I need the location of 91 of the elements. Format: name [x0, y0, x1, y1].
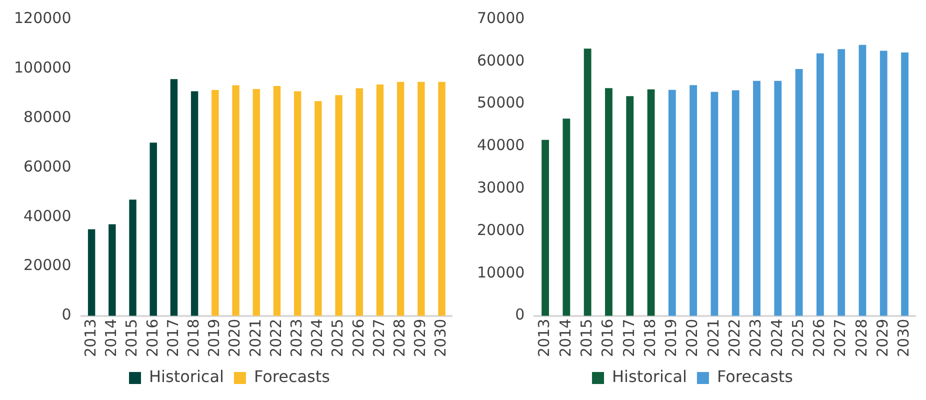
x-tick-label: 2014	[556, 318, 574, 358]
bar	[753, 80, 760, 316]
x-tick-label: 2016	[598, 318, 617, 358]
y-tick-label: 30000	[477, 178, 525, 197]
bar	[396, 82, 404, 316]
y-tick-label: 60000	[24, 157, 72, 176]
bar	[584, 48, 592, 316]
bar	[605, 88, 612, 316]
legend-label: Forecasts	[254, 367, 330, 386]
bar	[190, 91, 198, 316]
y-tick-label: 50000	[477, 94, 525, 112]
x-tick-label: 2013	[81, 318, 100, 358]
bar	[170, 79, 178, 316]
x-tick-label: 2018	[640, 318, 659, 358]
x-tick-label: 2024	[308, 318, 326, 358]
bar	[252, 89, 260, 316]
bar	[858, 44, 866, 316]
x-tick-label: 2018	[184, 318, 202, 358]
bar	[438, 82, 446, 316]
x-tick-label: 2019	[662, 318, 680, 358]
x-tick-label: 2027	[370, 318, 388, 358]
bar	[418, 82, 425, 316]
bar	[562, 118, 570, 316]
x-tick-label: 2014	[102, 318, 120, 358]
y-tick-label: 80000	[24, 108, 72, 126]
x-tick-label: 2026	[349, 318, 368, 358]
x-tick-label: 2015	[122, 318, 141, 358]
x-tick-label: 2024	[768, 318, 786, 358]
bar	[129, 200, 136, 316]
x-tick-label: 2028	[852, 318, 870, 358]
y-tick-label: 120000	[14, 8, 72, 27]
bar	[668, 90, 676, 316]
x-tick-label: 2022	[266, 318, 285, 358]
x-tick-label: 2019	[205, 318, 224, 358]
bar	[294, 91, 302, 316]
x-tick-label: 2013	[535, 318, 554, 358]
bar	[542, 140, 549, 316]
bar	[880, 50, 888, 316]
bar	[774, 80, 782, 316]
bar	[647, 89, 655, 316]
y-tick-label: 10000	[477, 263, 525, 282]
y-tick-label: 100000	[14, 58, 72, 76]
x-tick-label: 2015	[577, 318, 596, 358]
y-tick-label: 40000	[477, 136, 525, 154]
bar	[732, 90, 740, 316]
x-tick-label: 2021	[704, 318, 722, 358]
legend-label: Historical	[149, 367, 224, 386]
legend-label: Forecasts	[716, 367, 793, 386]
x-tick-label: 2030	[432, 318, 450, 358]
y-tick-label: 40000	[24, 206, 72, 225]
bar	[212, 90, 219, 316]
bar	[150, 142, 157, 316]
x-tick-label: 2017	[620, 318, 638, 358]
x-tick-label: 2029	[411, 318, 430, 358]
x-tick-label: 2026	[810, 318, 828, 358]
legend-label: Historical	[612, 367, 687, 386]
y-tick-label: 70000	[477, 8, 525, 27]
x-tick-label: 2020	[683, 318, 702, 358]
x-tick-label: 2017	[164, 318, 182, 358]
bar	[108, 224, 116, 316]
bar	[710, 92, 718, 316]
x-tick-label: 2020	[226, 318, 244, 358]
y-tick-label: 60000	[477, 51, 525, 70]
x-tick-label: 2022	[726, 318, 744, 358]
bar	[901, 52, 908, 316]
y-tick-label: 0	[62, 306, 72, 324]
x-tick-label: 2023	[746, 318, 765, 358]
x-tick-label: 2021	[246, 318, 264, 358]
bar	[838, 49, 846, 316]
bar	[690, 85, 698, 316]
bar	[626, 96, 634, 316]
y-tick-label: 20000	[477, 220, 525, 239]
bar	[273, 86, 281, 316]
x-tick-label: 2028	[390, 318, 408, 358]
x-tick-label: 2023	[287, 318, 306, 358]
x-tick-label: 2016	[143, 318, 162, 358]
bar	[314, 101, 322, 316]
x-tick-label: 2025	[788, 318, 807, 358]
bar	[356, 88, 363, 316]
bar	[232, 85, 240, 316]
bar	[88, 229, 96, 316]
y-tick-label: 0	[515, 306, 525, 324]
x-tick-label: 2027	[831, 318, 850, 358]
bar	[335, 95, 342, 316]
bar	[795, 69, 803, 316]
bar	[376, 84, 384, 316]
bar	[816, 53, 824, 316]
x-tick-label: 2029	[874, 318, 892, 358]
x-tick-label: 2025	[328, 318, 347, 358]
y-tick-label: 20000	[24, 256, 72, 274]
x-tick-label: 2030	[894, 318, 913, 358]
